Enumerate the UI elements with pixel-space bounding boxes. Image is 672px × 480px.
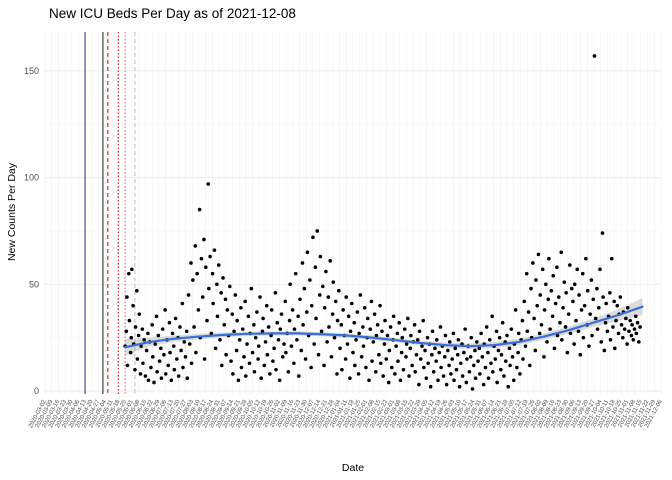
svg-text:150: 150 — [24, 66, 39, 76]
svg-text:0: 0 — [34, 386, 39, 396]
svg-text:50: 50 — [29, 279, 39, 289]
svg-text:100: 100 — [24, 173, 39, 183]
x-axis-title: Date — [341, 462, 365, 474]
chart-title: New ICU Beds Per Day as of 2021-12-08 — [49, 6, 296, 21]
